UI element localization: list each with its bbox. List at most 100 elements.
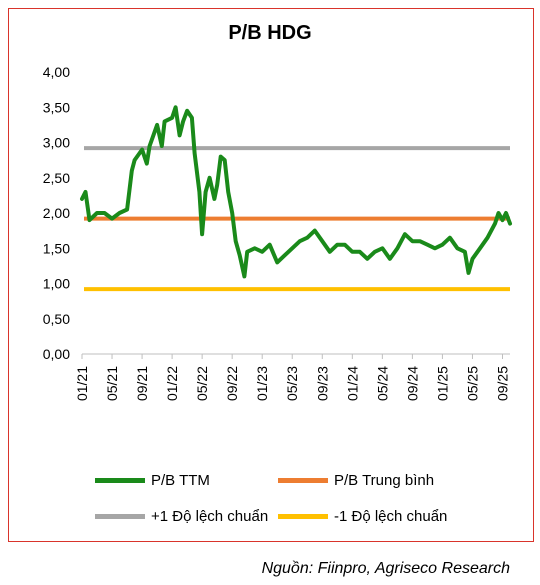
pb-ttm-point <box>212 197 216 201</box>
pb-ttm-point <box>485 236 489 240</box>
pb-ttm-point <box>463 250 467 254</box>
pb-ttm-point <box>260 250 264 254</box>
legend-item-pb-mean: P/B Trung bình <box>278 472 434 489</box>
pb-ttm-point <box>170 116 174 120</box>
pb-ttm-point <box>358 250 362 254</box>
pb-ttm-point <box>455 246 459 250</box>
pb-ttm-point <box>504 211 508 215</box>
pb-ttm-point <box>103 211 107 215</box>
pb-ttm-point <box>425 243 429 247</box>
pb-ttm-point <box>478 246 482 250</box>
pb-ttm-point <box>238 253 242 257</box>
pb-ttm-point <box>230 211 234 215</box>
x-tick-label: 05/23 <box>284 366 300 401</box>
pb-ttm-point <box>403 232 407 236</box>
x-tick-label: 01/25 <box>434 366 450 401</box>
y-tick-label: 2,00 <box>43 205 70 221</box>
y-tick-label: 1,00 <box>43 276 70 292</box>
legend-label-minus-sd: -1 Độ lệch chuẩn <box>334 508 448 525</box>
pb-ttm-point <box>373 250 377 254</box>
x-tick-label: 09/25 <box>494 366 510 401</box>
pb-ttm-point <box>290 246 294 250</box>
pb-ttm-point <box>219 155 223 159</box>
pb-ttm-point <box>335 243 339 247</box>
x-tick-label: 05/24 <box>374 366 390 401</box>
chart-frame <box>8 8 534 542</box>
pb-ttm-point <box>223 158 227 162</box>
pb-ttm-point <box>163 119 167 123</box>
legend-item-plus-sd: +1 Độ lệch chuẩn <box>95 508 268 525</box>
pb-ttm-point <box>380 246 384 250</box>
x-tick-label: 05/22 <box>194 366 210 401</box>
pb-ttm-point <box>155 123 159 127</box>
pb-ttm-point <box>145 162 149 166</box>
x-tick-label: 09/24 <box>404 366 420 401</box>
pb-ttm-point <box>160 144 164 148</box>
pb-ttm-line <box>80 105 512 279</box>
x-tick-label: 05/21 <box>104 366 120 401</box>
pb-ttm-point <box>350 250 354 254</box>
pb-ttm-point <box>84 190 88 194</box>
y-tick-label: 3,50 <box>43 99 70 115</box>
pb-ttm-point <box>204 190 208 194</box>
x-tick-label: 01/24 <box>344 366 360 401</box>
x-tick-label: 09/21 <box>134 366 150 401</box>
pb-ttm-point <box>268 243 272 247</box>
pb-ttm-point <box>275 260 279 264</box>
pb-ttm-point <box>178 133 182 137</box>
pb-ttm-point <box>343 243 347 247</box>
x-tick-label: 01/21 <box>74 366 90 401</box>
pb-ttm-point <box>470 257 474 261</box>
pb-ttm-point <box>125 207 129 211</box>
pb-ttm-point <box>388 257 392 261</box>
chart-title: P/B HDG <box>228 22 312 44</box>
pb-ttm-point <box>500 218 504 222</box>
pb-ttm-point <box>185 109 189 113</box>
pb-ttm-point <box>365 257 369 261</box>
y-tick-label: 0,50 <box>43 311 70 327</box>
x-tick-label: 09/22 <box>224 366 240 401</box>
pb-ttm-point <box>110 217 114 221</box>
pb-ttm-point <box>148 144 152 148</box>
x-tick-label: 01/22 <box>164 366 180 401</box>
pb-ttm-point <box>508 222 512 226</box>
pb-ttm-point <box>118 211 122 215</box>
pb-ttm-point <box>181 119 185 123</box>
y-tick-label: 3,00 <box>43 135 70 151</box>
pb-ttm-point <box>283 253 287 257</box>
legend-label-pb-ttm: P/B TTM <box>151 472 210 489</box>
pb-ttm-point <box>200 232 204 236</box>
pb-ttm-point <box>234 239 238 243</box>
pb-ttm-point <box>133 158 137 162</box>
pb-ttm-point <box>174 105 178 109</box>
x-tick-label: 09/23 <box>314 366 330 401</box>
pb-ttm-point <box>440 243 444 247</box>
legend-swatch-minus-sd <box>278 514 328 519</box>
pb-ttm-point <box>193 151 197 155</box>
pb-ttm-point <box>226 190 230 194</box>
pb-ttm-point <box>208 176 212 180</box>
y-tick-label: 1,50 <box>43 240 70 256</box>
pb-ttm-point <box>197 190 201 194</box>
pb-ttm-point <box>140 148 144 152</box>
pb-ttm-point <box>245 250 249 254</box>
source-note: Nguồn: Fiinpro, Agriseco Research <box>261 560 510 577</box>
pb-ttm-point <box>418 239 422 243</box>
pb-ttm-point <box>88 218 92 222</box>
legend-label-plus-sd: +1 Độ lệch chuẩn <box>151 508 269 525</box>
legend-swatch-pb-ttm <box>95 478 145 483</box>
legend-item-pb-ttm: P/B TTM <box>95 472 210 489</box>
pb-ttm-point <box>190 116 194 120</box>
legend-swatch-pb-mean <box>278 478 328 483</box>
pb-ttm-point <box>328 250 332 254</box>
pb-ttm-point <box>320 239 324 243</box>
pb-ttm-point <box>215 183 219 187</box>
pb-ttm-point <box>253 246 257 250</box>
y-tick-label: 0,00 <box>43 346 70 362</box>
pb-ttm-point <box>496 211 500 215</box>
pb-ttm-point <box>298 239 302 243</box>
y-tick-label: 2,50 <box>43 170 70 186</box>
legend-swatch-plus-sd <box>95 514 145 519</box>
pb-ttm-point <box>448 236 452 240</box>
x-tick-label: 05/25 <box>464 366 480 401</box>
